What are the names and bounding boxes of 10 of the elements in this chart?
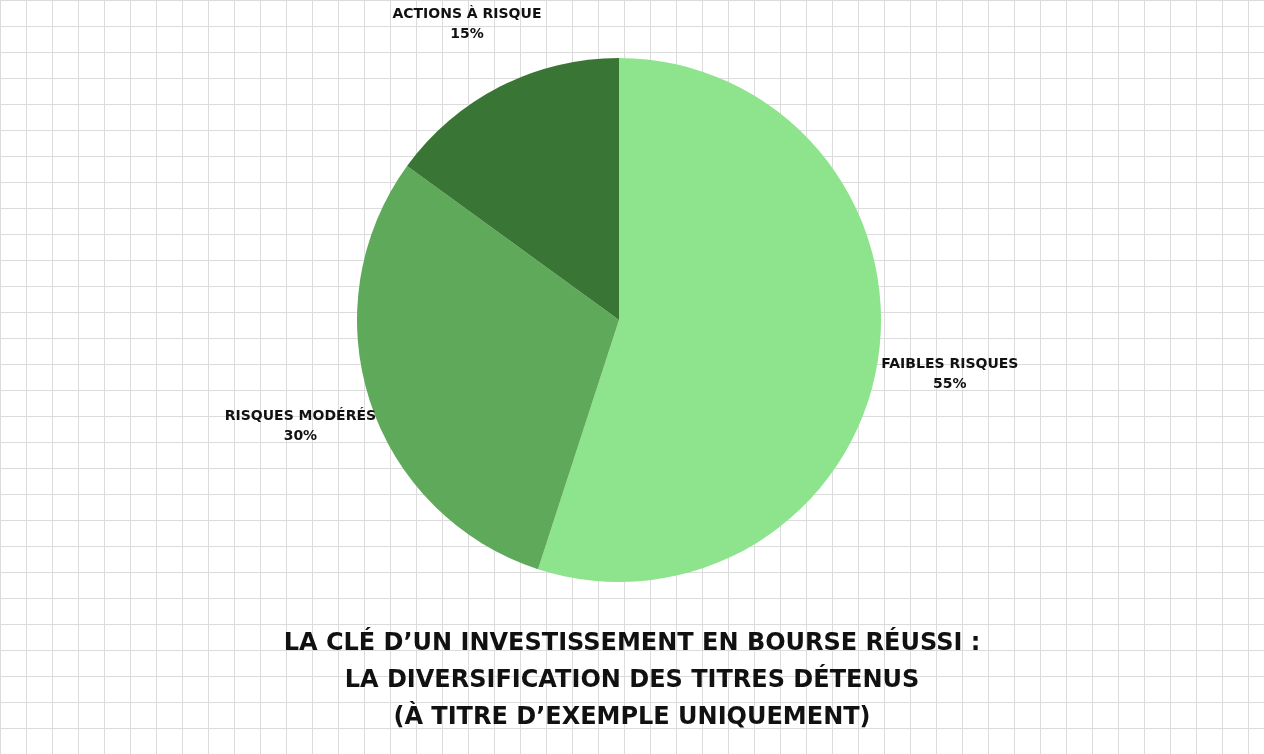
data-label: 55% — [933, 375, 967, 392]
text: (À TITRE D’EXEMPLE UNIQUEMENT) — [393, 701, 871, 730]
data-label: 15% — [450, 24, 484, 41]
slice-label: ACTIONS À RISQUE — [392, 4, 542, 21]
slice-label: FAIBLES RISQUES — [881, 355, 1019, 372]
pie-slice — [407, 58, 619, 320]
pie-slice — [538, 58, 881, 582]
data-label: 30% — [283, 426, 318, 443]
slice-label: RISQUES MODÉRÉS — [224, 406, 377, 423]
text: LA CLÉ D’UN INVESTISSEMENT EN BOURSE RÉUSSI : LA DIVERSIFICATION DES TITRES DÉTENUS — [283, 627, 981, 693]
